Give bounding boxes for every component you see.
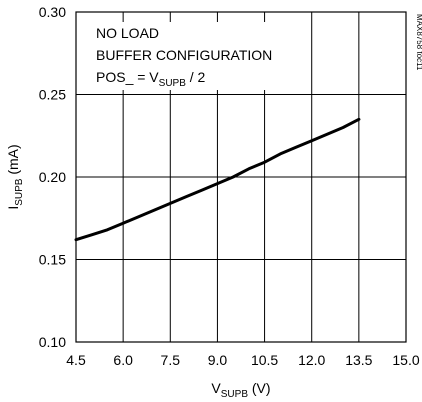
y-tick-label: 0.30: [39, 4, 66, 20]
x-tick-labels: 4.5 6.0 7.5 9.0 10.5 12.0 13.5 15.0: [66, 352, 420, 368]
series-line: [74, 117, 361, 242]
y-tick-label: 0.10: [39, 334, 66, 350]
y-axis-title: ISUPB (mA): [5, 144, 25, 209]
annotation-buffer-config: BUFFER CONFIGURATION: [96, 47, 272, 63]
x-axis-title-unit: (V): [248, 380, 271, 396]
y-tick-label: 0.20: [39, 169, 66, 185]
x-axis-title-sub: SUPB: [221, 389, 249, 400]
x-tick-label: 6.0: [113, 352, 133, 368]
x-tick-label: 12.0: [298, 352, 325, 368]
x-tick-label: 15.0: [392, 352, 419, 368]
x-tick-label: 13.5: [345, 352, 372, 368]
y-tick-label: 0.15: [39, 252, 66, 268]
y-tick-labels: 0.10 0.15 0.20 0.25 0.30: [39, 4, 66, 350]
annotation-pos-equation: POS_ = VSUPB / 2: [96, 69, 206, 89]
y-tick-label: 0.25: [39, 87, 66, 103]
x-tick-label: 10.5: [251, 352, 278, 368]
annotation-pos-sub: SUPB: [159, 78, 187, 89]
x-axis-title: VSUPB (V): [211, 380, 270, 400]
x-tick-label: 4.5: [66, 352, 86, 368]
y-axis-title-sub: SUPB: [14, 178, 25, 206]
x-tick-label: 9.0: [208, 352, 228, 368]
y-axis-title-main: I: [5, 206, 21, 210]
x-axis-title-main: V: [211, 380, 221, 396]
annotation-background: [90, 22, 278, 90]
annotation-pos-post: / 2: [186, 69, 206, 85]
annotation-no-load: NO LOAD: [96, 25, 159, 41]
y-axis-title-unit: (mA): [5, 144, 21, 178]
x-tick-label: 7.5: [161, 352, 181, 368]
figure-id: MAX8758 toc11: [415, 14, 422, 71]
annotation-pos-pre: POS_ = V: [96, 69, 159, 85]
